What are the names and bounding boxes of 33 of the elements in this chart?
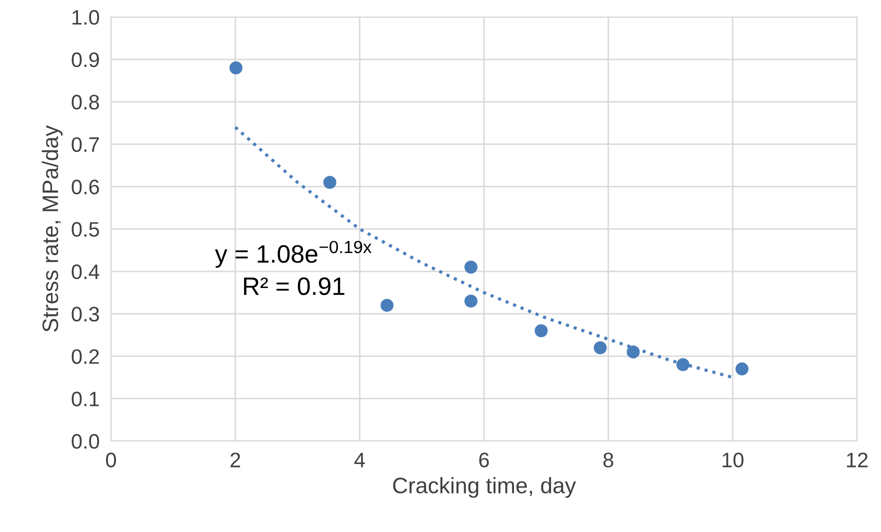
point xyxy=(626,345,640,358)
x-tick-label: 0 xyxy=(106,452,116,468)
y-tick-label: 0.4 xyxy=(72,264,100,280)
annotation: y = 1.08e$^{−0.19x}$ xyxy=(214,240,372,268)
y-tick-label: 0.0 xyxy=(72,434,100,449)
point xyxy=(594,341,607,354)
y-tick-label: 0.6 xyxy=(72,180,99,194)
point xyxy=(676,358,690,372)
y-tick-label: 1.0 xyxy=(72,10,100,25)
y-tick-label: 0.9 xyxy=(72,52,99,68)
point xyxy=(534,324,548,338)
annotation: R² = 0.91 xyxy=(244,277,344,296)
point xyxy=(229,61,242,74)
x-tick-label: 12 xyxy=(847,452,868,468)
x-tick-label: 2 xyxy=(230,452,240,468)
y-tick-label: 0.8 xyxy=(72,94,99,110)
x-tick-label: 10 xyxy=(722,452,744,468)
x-tick-label: 8 xyxy=(603,452,614,468)
point xyxy=(735,362,748,376)
y-tick-label: 0.5 xyxy=(72,222,100,237)
point xyxy=(464,294,478,308)
line-series xyxy=(234,126,734,379)
x-axis-title: Cracking time, day xyxy=(393,477,576,498)
y-axis-title: Stress rate, MPa/day xyxy=(42,125,63,332)
point xyxy=(323,176,336,189)
x-tick-label: 4 xyxy=(354,452,365,468)
y-tick-label: 0.2 xyxy=(72,349,99,364)
y-tick-label: 0.3 xyxy=(72,306,99,322)
y-tick-label: 0.1 xyxy=(72,392,99,406)
y-tick-label: 0.7 xyxy=(72,137,99,152)
point xyxy=(464,260,478,274)
x-tick-label: 6 xyxy=(479,452,489,468)
point xyxy=(380,298,394,312)
